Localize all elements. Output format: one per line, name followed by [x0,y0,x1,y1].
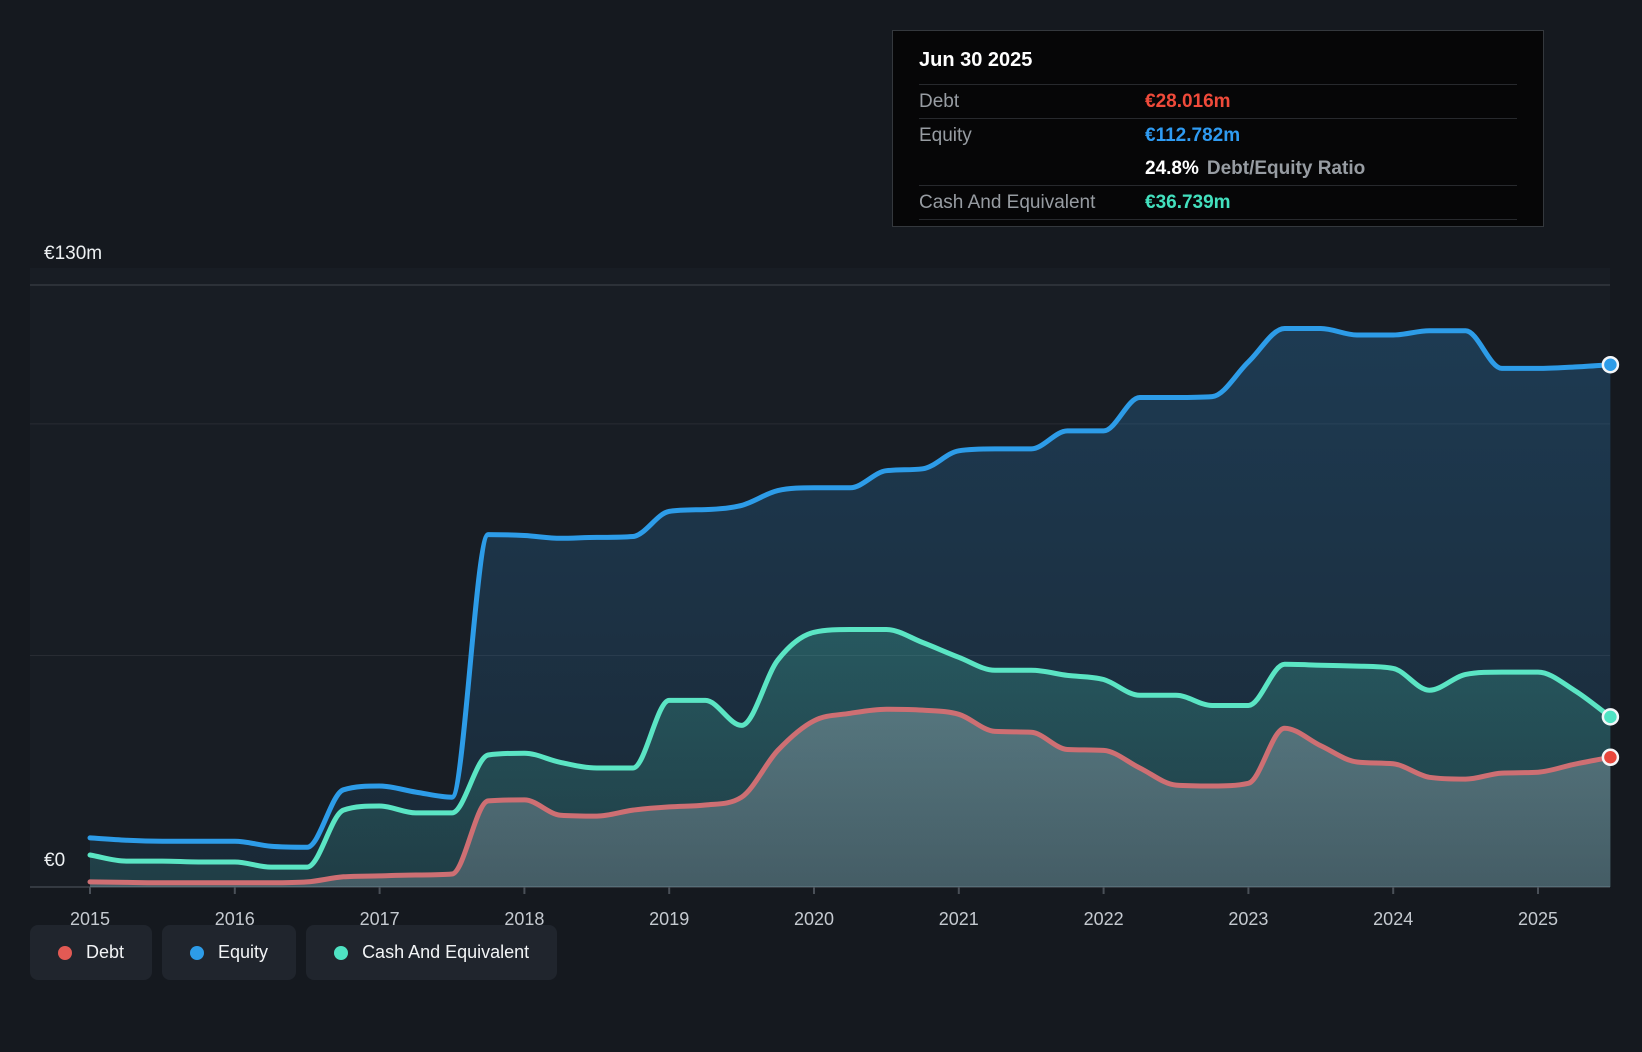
tooltip-row-ratio: 24.8% Debt/Equity Ratio [919,152,1517,186]
tooltip-equity-label: Equity [919,124,972,146]
cash-dot-icon [334,945,349,960]
x-tick-label-2024: 2024 [1373,909,1413,929]
legend-item-debt[interactable]: Debt [30,925,153,980]
debt-line [87,706,1613,886]
tooltip-ratio-label: Debt/Equity Ratio [1206,157,1366,179]
y-label-max: €130m [44,243,102,264]
x-tick-label-2015: 2015 [70,909,110,929]
x-tick-label-2021: 2021 [939,909,979,929]
equity-dot-icon [190,945,205,960]
equity-endpoint-marker[interactable] [1601,355,1620,374]
tooltip-debt-value: €28.016m [1145,90,1231,112]
y-label-zero: €0 [44,850,65,871]
x-tick-label-2023: 2023 [1228,909,1268,929]
tooltip-ratio-value: 24.8% [1145,157,1199,179]
debt-endpoint-marker[interactable] [1601,748,1620,767]
tooltip-row-equity: Equity €112.782m [919,119,1517,152]
legend-item-equity[interactable]: Equity [162,925,297,980]
equity-line [87,326,1613,850]
tooltip-cash-label: Cash And Equivalent [919,191,1096,213]
chart-legend: Debt Equity Cash And Equivalent [30,925,558,980]
legend-debt-label: Debt [86,942,125,962]
tooltip-cash-value: €36.739m [1145,191,1231,213]
cash-line [87,627,1613,870]
x-tick-label-2017: 2017 [360,909,400,929]
tooltip-date: Jun 30 2025 [919,41,1517,85]
cash-endpoint-marker[interactable] [1601,708,1620,726]
x-tick-label-2018: 2018 [504,909,544,929]
debt-dot-icon [58,945,72,960]
x-tick-label-2020: 2020 [794,909,834,929]
x-tick-label-2016: 2016 [215,909,255,929]
x-tick-label-2022: 2022 [1084,909,1124,929]
x-tick-label-2019: 2019 [649,909,689,929]
tooltip-row-cash: Cash And Equivalent €36.739m [919,186,1517,220]
legend-item-cash[interactable]: Cash And Equivalent [306,925,558,980]
chart-tooltip: Jun 30 2025 Debt €28.016m Equity €112.78… [892,30,1544,227]
tooltip-row-debt: Debt €28.016m [919,85,1517,119]
tooltip-debt-label: Debt [919,90,960,112]
legend-equity-label: Equity [218,942,269,962]
legend-cash-label: Cash And Equivalent [362,942,530,962]
x-tick-label-2025: 2025 [1518,909,1558,929]
tooltip-equity-value: €112.782m [1145,124,1241,146]
